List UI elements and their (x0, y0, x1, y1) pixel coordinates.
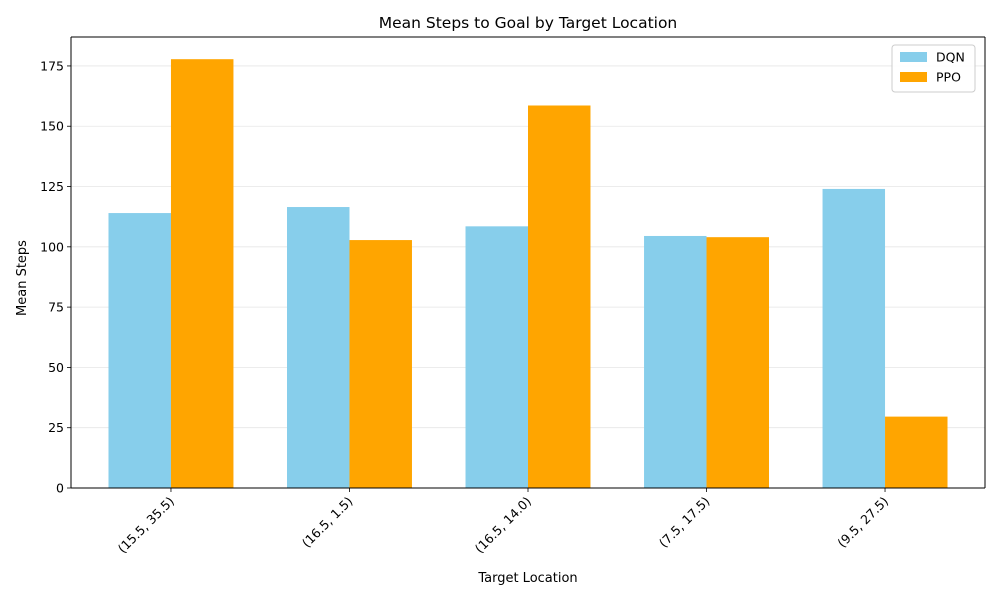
x-tick-label-3: (7.5, 17.5) (656, 494, 713, 551)
bar-ppo-1 (349, 240, 412, 488)
bar-dqn-3 (644, 235, 707, 488)
bar-dqn-2 (465, 226, 528, 488)
legend-label-ppo: PPO (936, 70, 961, 85)
y-ticks: 0 25 50 75 100 125 150 175 (40, 58, 71, 496)
bar-ppo-4 (885, 416, 948, 488)
y-tick-label-7: 175 (40, 58, 64, 73)
x-tick-label-2: (16.5, 14.0) (472, 494, 534, 556)
bar-dqn-4 (822, 188, 886, 489)
x-tick-label-4: (9.5, 27.5) (834, 494, 891, 551)
y-tick-label-6: 150 (40, 119, 64, 134)
bar-ppo-0 (170, 59, 234, 489)
bar-ppo-2 (528, 105, 591, 489)
x-tick-label-1: (16.5, 1.5) (299, 494, 356, 551)
bar-dqn-1 (287, 207, 350, 488)
x-axis-label: Target Location (477, 571, 577, 586)
legend-swatch-dqn (900, 52, 927, 62)
y-axis-label: Mean Steps (15, 240, 30, 316)
x-ticks: (15.5, 35.5) (16.5, 1.5) (16.5, 14.0) (7.5,… (115, 488, 891, 556)
y-tick-label-2: 50 (48, 360, 64, 375)
y-tick-label-3: 75 (48, 300, 64, 315)
legend-swatch-ppo (900, 72, 927, 82)
y-tick-label-0: 0 (56, 481, 64, 496)
legend-label-dqn: DQN (936, 50, 965, 65)
legend: DQN PPO (891, 44, 976, 93)
chart-title: Mean Steps to Goal by Target Location (379, 14, 678, 32)
bars (108, 59, 948, 489)
y-tick-label-4: 100 (40, 239, 64, 254)
bar-ppo-3 (706, 237, 769, 488)
y-tick-label-5: 125 (40, 179, 64, 194)
x-tick-label-0: (15.5, 35.5) (115, 494, 177, 556)
bar-dqn-0 (108, 213, 171, 488)
y-tick-label-1: 25 (48, 420, 64, 435)
